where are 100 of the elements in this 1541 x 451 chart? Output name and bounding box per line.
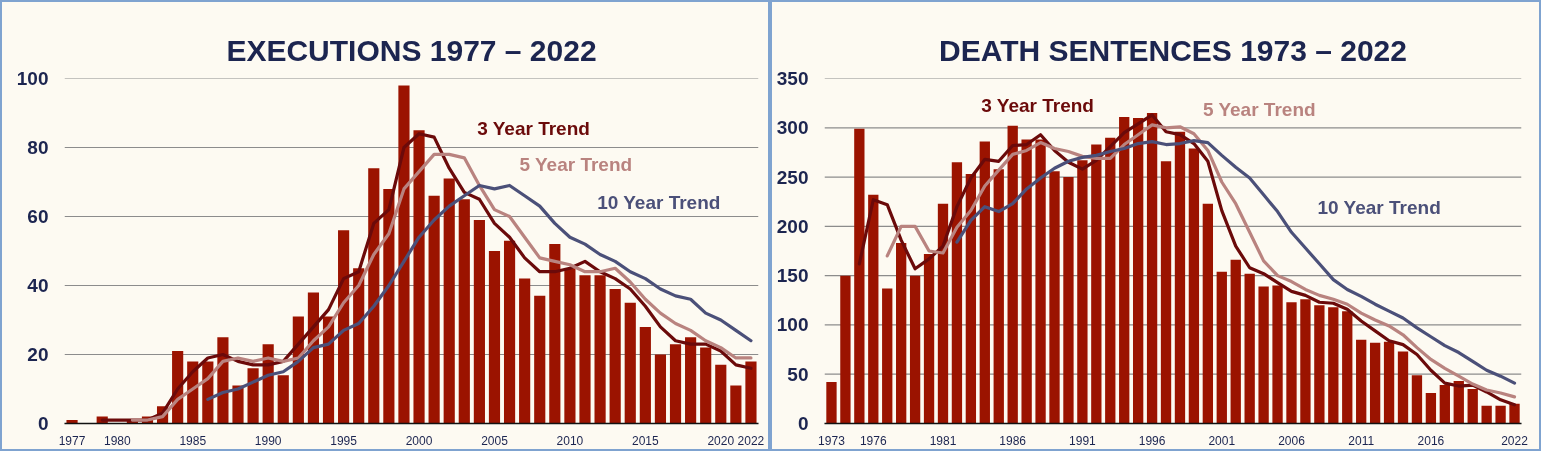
bar xyxy=(1258,286,1269,424)
x-tick-label: 2005 xyxy=(481,433,509,448)
x-tick-label: 2022 xyxy=(737,433,765,448)
bar xyxy=(579,275,591,424)
y-tick-label: 250 xyxy=(776,166,809,188)
bar xyxy=(1160,161,1172,424)
bar xyxy=(1383,341,1395,424)
x-tick-label: 1977 xyxy=(58,433,86,448)
x-tick-label: 1973 xyxy=(818,433,846,448)
bar xyxy=(1286,302,1297,424)
bar xyxy=(1091,144,1102,424)
bar xyxy=(654,354,667,424)
bar xyxy=(549,244,561,424)
bar xyxy=(909,275,921,424)
bar xyxy=(1105,137,1116,424)
chart-title: DEATH SENTENCES 1973 – 2022 xyxy=(939,33,1407,67)
y-tick-label: 80 xyxy=(27,137,49,158)
bar xyxy=(1369,342,1381,424)
bar xyxy=(840,275,851,424)
series-label: 5 Year Trend xyxy=(1202,98,1316,120)
x-tick-label: 2011 xyxy=(1348,433,1375,448)
x-tick-label: 2016 xyxy=(1417,433,1445,448)
bar xyxy=(826,382,837,424)
bar xyxy=(937,203,949,424)
bar xyxy=(1509,403,1520,424)
x-tick-label: 2022 xyxy=(1501,433,1529,448)
y-tick-label: 100 xyxy=(776,314,809,336)
bar xyxy=(1049,171,1060,424)
x-tick-label: 2020 xyxy=(707,433,735,448)
bar xyxy=(519,278,531,424)
y-tick-label: 350 xyxy=(776,68,809,89)
x-tick-label: 2010 xyxy=(556,433,584,448)
bar xyxy=(951,162,963,424)
bar xyxy=(534,295,546,424)
bar xyxy=(854,128,865,424)
x-tick-label: 1976 xyxy=(859,433,887,448)
bar xyxy=(745,361,757,424)
line-series xyxy=(206,183,753,401)
bar xyxy=(868,194,879,424)
bar xyxy=(993,169,1004,424)
bar xyxy=(1132,117,1144,424)
y-tick-label: 40 xyxy=(27,275,49,296)
series-label: 3 Year Trend xyxy=(477,118,590,140)
bar xyxy=(1119,116,1130,424)
bar xyxy=(1174,131,1186,424)
x-tick-label: 1981 xyxy=(929,433,957,448)
bar xyxy=(1188,148,1200,424)
bar xyxy=(1300,299,1311,424)
bar xyxy=(882,288,893,424)
bar xyxy=(1425,392,1437,424)
x-tick-label: 2006 xyxy=(1278,433,1306,448)
y-tick-label: 60 xyxy=(27,206,49,227)
bar xyxy=(1021,139,1032,424)
bar xyxy=(428,195,440,424)
x-tick-label: 1980 xyxy=(103,433,131,448)
x-tick-label: 1991 xyxy=(1069,433,1097,448)
bar xyxy=(1481,405,1492,424)
bar xyxy=(923,253,935,424)
bar xyxy=(1439,385,1450,424)
bar xyxy=(965,174,977,424)
bar xyxy=(443,178,455,424)
bar xyxy=(1146,113,1158,424)
x-tick-label: 1986 xyxy=(999,433,1027,448)
bar xyxy=(700,347,712,424)
bar xyxy=(1077,160,1088,424)
bar xyxy=(564,268,576,424)
bar xyxy=(685,337,697,424)
bar xyxy=(1328,307,1339,424)
bar xyxy=(398,85,410,424)
bar xyxy=(1244,273,1255,424)
bar xyxy=(1314,305,1325,424)
bar xyxy=(730,385,742,424)
x-tick-label: 1985 xyxy=(179,433,207,448)
y-tick-label: 200 xyxy=(776,215,809,237)
bar xyxy=(609,288,621,424)
bar xyxy=(66,420,78,424)
bar xyxy=(232,385,244,424)
bar xyxy=(979,141,990,424)
y-tick-label: 300 xyxy=(776,117,809,139)
bar xyxy=(338,230,350,424)
bar xyxy=(594,275,606,424)
x-tick-label: 2001 xyxy=(1208,433,1236,448)
bar xyxy=(247,368,259,424)
bar xyxy=(413,130,425,424)
chart-title: EXECUTIONS 1977 – 2022 xyxy=(226,33,597,67)
bar xyxy=(488,251,501,424)
bar xyxy=(458,199,470,424)
bar xyxy=(1202,203,1214,424)
bar xyxy=(1495,405,1506,424)
y-tick-label: 0 xyxy=(797,413,809,434)
bar xyxy=(1063,177,1074,424)
series-label: 10 Year Trend xyxy=(597,192,721,214)
bar xyxy=(1007,125,1018,424)
bar xyxy=(353,268,365,424)
bar xyxy=(1397,351,1409,424)
bar xyxy=(669,344,682,424)
bar xyxy=(639,326,651,424)
bar xyxy=(1272,285,1283,424)
bar xyxy=(1216,271,1227,424)
line-series xyxy=(955,139,1517,385)
